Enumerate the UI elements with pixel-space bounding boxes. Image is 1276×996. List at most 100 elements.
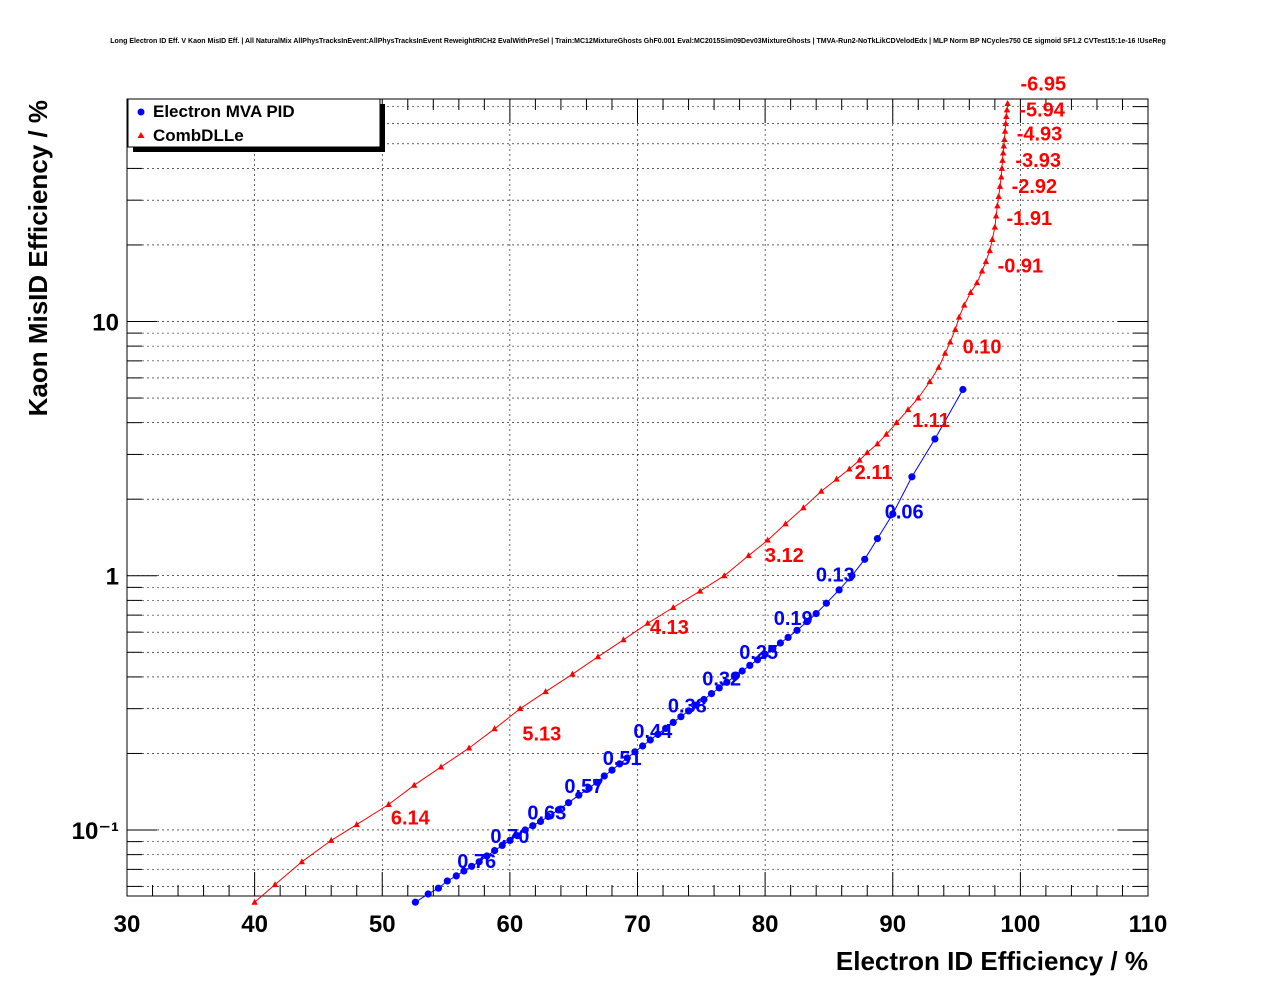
data-point-combdlle [1001, 135, 1008, 142]
data-point-mva [677, 713, 685, 721]
data-point-mva [600, 772, 608, 780]
data-point-mva [753, 656, 762, 664]
x-tick-label: 90 [879, 911, 906, 938]
annotation-label: 0.19 [774, 608, 813, 630]
data-point-mva [761, 650, 769, 658]
data-point-mva [468, 862, 476, 870]
data-point-combdlle [973, 279, 981, 286]
data-point-mva [513, 832, 522, 840]
data-point-combdlle [542, 688, 549, 695]
plot-frame [126, 98, 1149, 897]
data-point-combdlle [952, 325, 959, 332]
annotation-label: 4.13 [650, 617, 689, 639]
data-point-combdlle [982, 258, 990, 265]
grid [127, 99, 1148, 896]
data-point-mva [715, 684, 723, 692]
data-point-combdlle [833, 475, 840, 482]
data-point-combdlle [989, 236, 996, 243]
data-point-combdlle [569, 670, 576, 677]
data-point-combdlle [1002, 120, 1009, 127]
data-point-mva [475, 858, 483, 866]
data-point-combdlle [800, 504, 807, 511]
legend-label-combdlle: CombDLLe [153, 126, 244, 145]
annotation-label: -1.91 [1007, 208, 1053, 230]
data-point-mva [483, 852, 491, 860]
data-point-mva [662, 724, 670, 733]
data-point-mva [593, 778, 601, 786]
data-point-combdlle [1000, 142, 1007, 149]
x-tick-label: 40 [241, 911, 268, 938]
data-point-combdlle [1003, 113, 1010, 120]
annotation-label: 0.06 [885, 502, 924, 524]
data-point-mva [411, 898, 419, 906]
legend: Electron MVA PID CombDLLe [127, 98, 385, 152]
data-point-mva [646, 736, 654, 744]
data-point-mva [491, 847, 499, 855]
annotation-label: 0.32 [702, 669, 741, 691]
chart-title: Long Electron ID Eff. V Kaon MisID Eff. … [110, 38, 1165, 45]
data-point-mva [707, 690, 716, 698]
data-point-mva [889, 510, 897, 518]
data-point-combdlle [298, 858, 306, 865]
data-point-mva [529, 822, 537, 830]
data-point-combdlle [721, 572, 728, 579]
data-point-mva [700, 695, 708, 704]
data-point-combdlle [696, 587, 704, 594]
data-point-mva [669, 718, 677, 727]
data-point-mva [521, 826, 529, 834]
annotation-label: 1.11 [912, 410, 950, 432]
data-point-combdlle [353, 821, 360, 828]
data-point-mva [434, 884, 442, 892]
annotation-label: 6.14 [391, 808, 431, 830]
x-tick-label: 80 [752, 911, 779, 938]
data-point-combdlle [883, 430, 890, 437]
y-tick-label: 10 [92, 309, 119, 336]
x-tick-label: 100 [1000, 911, 1040, 938]
data-point-mva [723, 678, 731, 686]
data-point-combdlle [926, 378, 933, 385]
annotation-label: 0.25 [739, 642, 778, 664]
data-point-combdlle [846, 465, 853, 472]
data-point-mva [738, 667, 746, 675]
data-point-mva [959, 385, 967, 394]
data-point-combdlle [986, 247, 993, 254]
x-tick-label: 70 [624, 911, 651, 938]
data-point-combdlle [991, 223, 999, 230]
annotation-label: 0.44 [633, 721, 673, 743]
data-point-mva [822, 599, 831, 607]
data-point-combdlle [955, 313, 963, 320]
axis-ticks [126, 99, 1149, 896]
annotation-label: 2.11 [855, 462, 893, 484]
x-tick-label: 60 [497, 911, 524, 938]
data-point-mva [746, 661, 754, 670]
data-point-combdlle [967, 289, 974, 296]
data-point-mva [554, 806, 563, 814]
data-point-mva [685, 707, 693, 715]
data-point-mva [784, 633, 792, 642]
data-point-mva [585, 784, 593, 792]
annotation-label: 0.63 [527, 803, 566, 825]
legend-marker-combdlle [137, 132, 145, 138]
data-point-combdlle [328, 836, 335, 843]
annotation-label: 0.70 [490, 826, 529, 848]
data-point-mva [769, 645, 777, 653]
y-axis-label: Kaon MisID Efficiency / % [23, 100, 53, 416]
data-point-combdlle [620, 636, 627, 643]
data-point-mva [565, 799, 573, 807]
annotation-label: -5.94 [1019, 100, 1065, 122]
data-point-mva [536, 817, 545, 826]
data-point-mva [608, 766, 616, 774]
data-point-combdlle [1004, 100, 1011, 107]
data-point-mva [452, 872, 460, 880]
data-point-combdlle [1003, 106, 1011, 113]
x-tick-label: 110 [1129, 911, 1168, 938]
data-point-combdlle [961, 301, 968, 308]
annotation-layer: 0.76 0.700.63 0.570.51 0.44 0.38 0.32 0.25 0.19… [391, 74, 1066, 873]
data-point-combdlle [864, 449, 871, 456]
series-layer [251, 100, 1011, 906]
data-point-combdlle [251, 898, 258, 905]
data-point-combdlle [915, 394, 922, 401]
x-axis-label: Electron ID Efficiency / % [836, 946, 1148, 976]
data-point-combdlle [516, 705, 524, 712]
